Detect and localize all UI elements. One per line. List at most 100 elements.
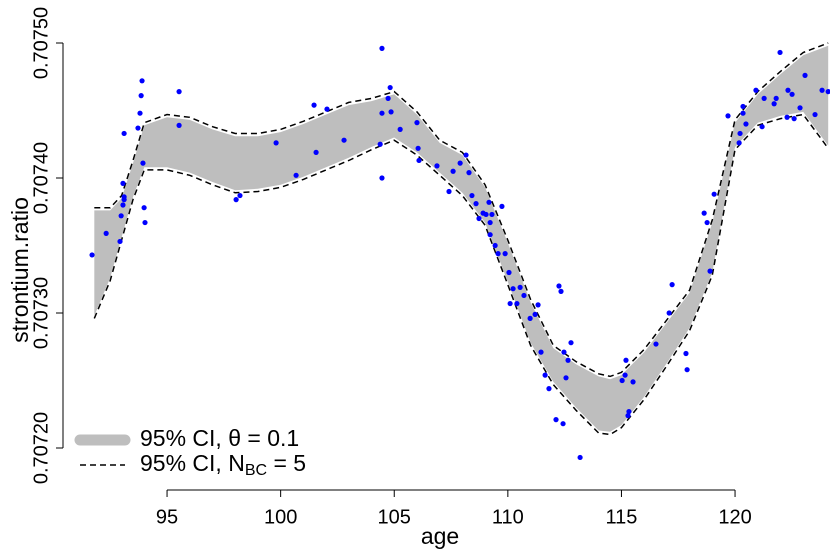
data-point — [740, 103, 746, 110]
data-point — [737, 130, 743, 137]
data-point — [502, 251, 508, 257]
data-point — [473, 201, 479, 207]
data-point — [553, 417, 559, 423]
data-point — [521, 292, 527, 299]
x-axis-title: age — [421, 523, 459, 549]
data-point — [313, 149, 319, 155]
data-point — [777, 49, 783, 56]
data-point — [623, 357, 629, 363]
data-point — [141, 205, 147, 211]
data-point — [736, 140, 742, 146]
data-point — [711, 191, 717, 197]
data-point — [434, 163, 440, 169]
data-point — [771, 101, 777, 107]
data-point — [669, 282, 675, 288]
data-point — [546, 386, 552, 392]
data-point — [507, 300, 513, 307]
data-point — [759, 124, 765, 130]
data-point — [388, 109, 394, 115]
data-point — [273, 140, 279, 146]
data-point — [324, 106, 330, 112]
data-point — [377, 141, 383, 147]
data-point — [630, 379, 636, 385]
data-point — [495, 251, 501, 257]
data-point — [446, 188, 452, 195]
data-point — [740, 110, 746, 116]
data-point — [753, 87, 759, 93]
data-point — [797, 105, 803, 111]
y-tick-label: 0.70740 — [30, 142, 52, 214]
data-point — [666, 310, 672, 316]
data-point — [293, 172, 299, 178]
data-point — [120, 180, 126, 186]
data-point — [385, 95, 391, 101]
legend-label-rest: = 5 — [267, 450, 306, 476]
x-tick-label: 115 — [606, 506, 638, 528]
data-point — [683, 350, 689, 357]
ci-lower-line — [93, 113, 829, 436]
data-point — [785, 87, 791, 93]
x-tick-label: 110 — [492, 506, 524, 528]
data-point — [487, 219, 493, 226]
ci-band — [94, 45, 829, 432]
data-point — [176, 122, 182, 128]
data-point — [701, 210, 707, 216]
data-point — [565, 357, 571, 363]
data-point — [535, 302, 541, 308]
data-point — [103, 230, 109, 236]
data-point — [538, 349, 544, 355]
data-point — [761, 95, 767, 101]
data-point — [176, 89, 182, 95]
data-point — [653, 341, 659, 347]
legend-label: 95% CI, NBC = 5 — [140, 450, 306, 479]
data-point — [622, 372, 628, 378]
x-tick-label: 120 — [718, 506, 751, 528]
data-point — [725, 113, 731, 119]
data-point — [704, 219, 710, 226]
data-point — [707, 268, 713, 274]
data-point — [140, 160, 146, 166]
data-point — [499, 203, 505, 209]
data-point — [237, 192, 243, 199]
data-point — [789, 91, 795, 97]
data-point — [510, 286, 516, 292]
data-point — [561, 349, 567, 355]
data-point — [619, 377, 625, 384]
y-tick-label: 0.70750 — [30, 7, 52, 79]
y-tick-label: 0.70720 — [30, 412, 52, 484]
data-point — [89, 252, 95, 258]
data-point — [311, 102, 317, 108]
data-point — [469, 192, 475, 199]
data-point — [542, 372, 548, 378]
data-point — [466, 170, 472, 176]
data-point — [802, 72, 808, 78]
data-point — [577, 454, 583, 461]
data-point — [138, 93, 144, 99]
data-point — [560, 421, 566, 427]
data-point — [139, 78, 145, 84]
data-point — [556, 283, 562, 289]
data-point — [506, 269, 512, 276]
data-point — [483, 211, 489, 218]
data-point — [825, 89, 830, 95]
legend-label-sub: BC — [245, 462, 267, 479]
legend-label: 95% CI, θ = 0.1 — [140, 425, 299, 451]
data-point — [563, 375, 569, 381]
data-point — [527, 315, 533, 321]
data-point — [450, 168, 456, 174]
y-axis-title: strontium.ratio — [7, 197, 33, 343]
data-point — [137, 110, 143, 116]
data-point — [135, 125, 141, 131]
data-point — [517, 284, 523, 290]
data-point — [743, 121, 749, 127]
data-point — [233, 197, 239, 203]
data-point — [812, 111, 818, 118]
data-point — [121, 194, 127, 200]
data-point — [341, 137, 347, 143]
data-point — [118, 213, 124, 219]
data-point — [492, 242, 498, 249]
data-point — [457, 160, 463, 166]
data-point — [626, 408, 632, 415]
ci-upper-line — [94, 42, 829, 378]
